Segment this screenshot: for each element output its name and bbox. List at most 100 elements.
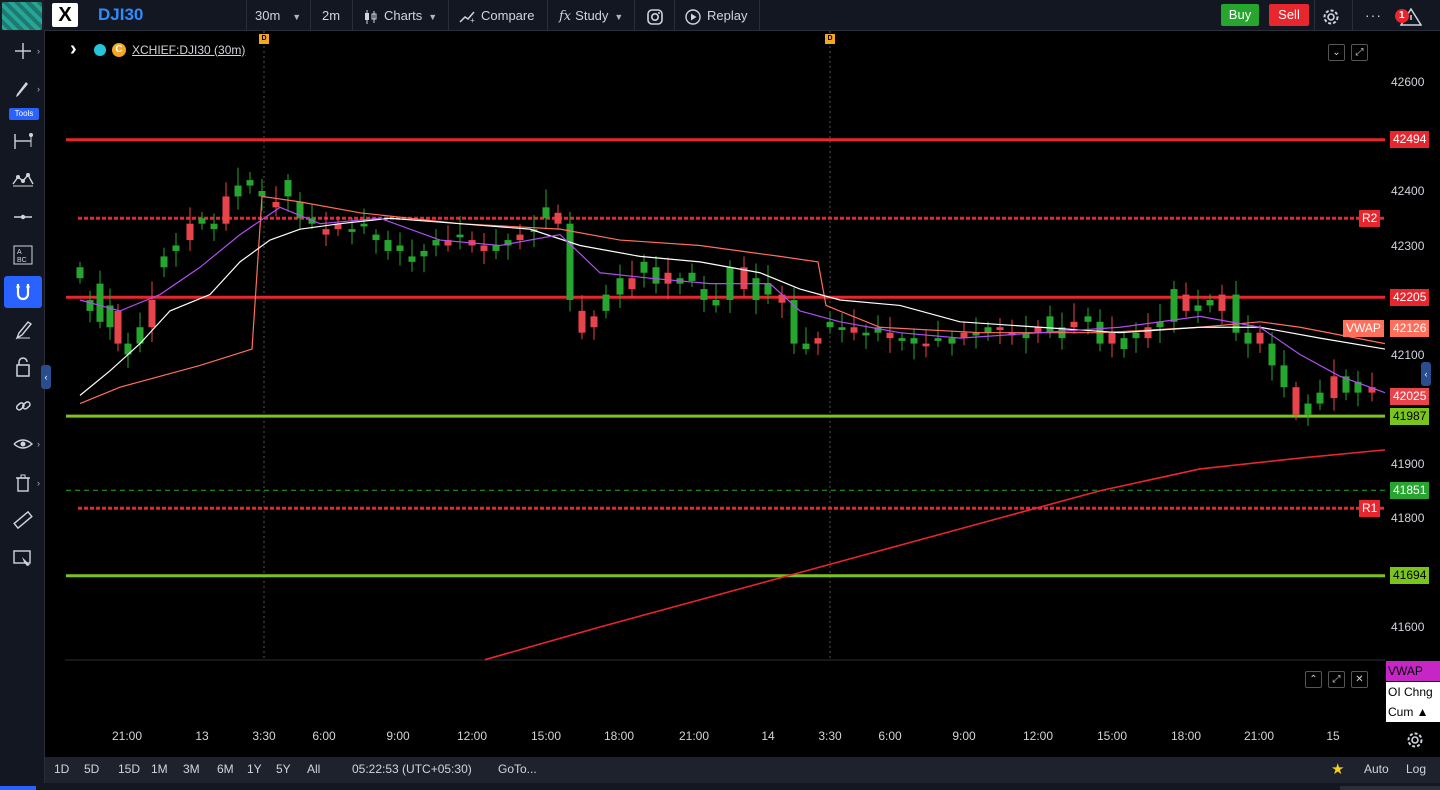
range-button-all[interactable]: All [307, 762, 321, 776]
chevron-right-icon: › [37, 46, 40, 56]
candle-body [1182, 294, 1190, 311]
price-tick: 41600 [1391, 620, 1425, 634]
drawing-toolbar: › › Tools A BC › › [0, 31, 45, 790]
screenshot-tool[interactable] [4, 542, 42, 574]
divider [310, 0, 311, 31]
price-chart[interactable] [45, 31, 1440, 757]
replay-button[interactable]: Replay [685, 0, 747, 31]
candle-body [602, 294, 610, 311]
text-tool[interactable]: A BC [4, 239, 42, 271]
study-label: Study [575, 8, 609, 23]
candle-body [910, 338, 918, 344]
candle-body [222, 196, 230, 224]
candle-body [492, 245, 500, 251]
ruler-tool[interactable] [4, 504, 42, 536]
compare-button[interactable]: + Compare [459, 0, 534, 31]
candle-body [1034, 327, 1042, 333]
gear-icon [1407, 732, 1423, 748]
candle-body [172, 245, 180, 251]
interval2-button[interactable]: 2m [322, 8, 341, 23]
settings-button[interactable] [1322, 0, 1340, 31]
instagram-button[interactable] [646, 0, 664, 31]
chart-settings-button[interactable] [1406, 731, 1424, 752]
crosshair-icon [15, 43, 31, 59]
divider [448, 0, 449, 31]
replay-icon [685, 8, 701, 25]
crosshair-tool[interactable]: › [4, 35, 42, 67]
app-logo[interactable] [0, 0, 44, 31]
favorite-star-icon[interactable]: ★ [1331, 761, 1345, 778]
current-price-label: 42025 [1390, 388, 1430, 405]
more-menu-button[interactable]: ··· [1365, 7, 1382, 23]
expand-legend-icon[interactable]: › [70, 38, 77, 60]
candle-body [284, 180, 292, 197]
pencil-tool[interactable]: › [4, 73, 42, 105]
range-button-6m[interactable]: 6M [217, 762, 234, 776]
candle-body [542, 207, 550, 219]
fib-tool[interactable] [4, 125, 42, 157]
indicator-cumulative[interactable]: Cum ▲ [1386, 702, 1440, 722]
range-button-5y[interactable]: 5Y [276, 762, 291, 776]
top-toolbar: X DJI30 30m ▼ 2m Charts ▼ + Compare fx Study… [0, 0, 1440, 31]
candle-body [972, 332, 980, 336]
log-scale-button[interactable]: Log [1406, 762, 1427, 776]
compare-icon: + [459, 11, 475, 24]
horizontal-line-tool[interactable] [4, 201, 42, 233]
ma-purple-line [79, 206, 1386, 394]
candle-body [590, 316, 598, 328]
time-tick: 13 [195, 729, 209, 743]
range-button-1m[interactable]: 1M [151, 762, 168, 776]
legend-symbol[interactable]: XCHIEF:DJI30 (30m) [132, 42, 246, 57]
goto-button[interactable]: GoTo... [498, 762, 537, 776]
candle-body [234, 185, 242, 197]
candle-body [1120, 338, 1128, 350]
candle-body [984, 327, 992, 333]
candle-body [1342, 376, 1350, 393]
price-tick: 41900 [1391, 456, 1425, 471]
collapse-right-handle[interactable]: ‹ [1421, 362, 1431, 386]
replay-label: Replay [707, 8, 748, 23]
time-axis[interactable]: 21:00 13 3:30 6:00 9:00 12:00 15:00 18:00 21:00 1… [45, 722, 1385, 752]
buy-button[interactable]: Buy [1221, 4, 1259, 26]
candle-body [272, 201, 280, 208]
pane-maximize-button[interactable]: ⤢ [1328, 671, 1345, 688]
visibility-tool[interactable]: › [4, 428, 42, 460]
lock-tool[interactable] [4, 351, 42, 383]
alerts-button[interactable]: 1 [1394, 0, 1423, 31]
interval-dropdown[interactable]: 30m ▼ [255, 0, 301, 31]
collapse-pane-button[interactable]: ⌄ [1328, 44, 1345, 61]
long-term-ma-line [484, 449, 1386, 661]
collapse-left-handle[interactable]: ‹ [41, 365, 51, 389]
pattern-tool[interactable] [4, 163, 42, 195]
indicator-vwap[interactable]: VWAP [1386, 661, 1440, 681]
time-tick: 9:00 [386, 729, 410, 743]
pane-up-button[interactable]: ⌃ [1305, 671, 1322, 688]
range-button-1y[interactable]: 1Y [247, 762, 262, 776]
chart-area[interactable] [45, 31, 1440, 757]
candle-body [578, 310, 586, 333]
warning-icon [1395, 7, 1423, 26]
time-tick: 15:00 [1096, 729, 1128, 743]
symbol-selector[interactable]: DJI30 [98, 5, 144, 24]
range-button-1d[interactable]: 1D [54, 762, 70, 776]
link-tool[interactable] [4, 390, 42, 422]
range-button-15d[interactable]: 15D [118, 762, 141, 776]
candle-body [480, 245, 488, 251]
auto-scale-button[interactable]: Auto [1364, 762, 1389, 776]
divider [674, 0, 675, 31]
study-dropdown[interactable]: fx Study ▼ [559, 0, 623, 31]
delete-tool[interactable]: › [4, 467, 42, 499]
candle-body [838, 327, 846, 330]
brush-tool[interactable] [4, 314, 42, 346]
magnet-tool[interactable] [4, 276, 42, 308]
sell-button[interactable]: Sell [1269, 4, 1309, 26]
range-button-5d[interactable]: 5D [84, 762, 100, 776]
maximize-pane-button[interactable]: ⤢ [1351, 44, 1368, 61]
indicator-oi-change[interactable]: OI Chng [1386, 682, 1440, 702]
charts-dropdown[interactable]: Charts ▼ [364, 0, 437, 31]
candle-body [814, 338, 822, 344]
x-logo-icon[interactable]: X [52, 3, 78, 27]
range-button-3m[interactable]: 3M [183, 762, 200, 776]
candle-body [372, 234, 380, 241]
pane-close-button[interactable]: ✕ [1351, 671, 1368, 688]
